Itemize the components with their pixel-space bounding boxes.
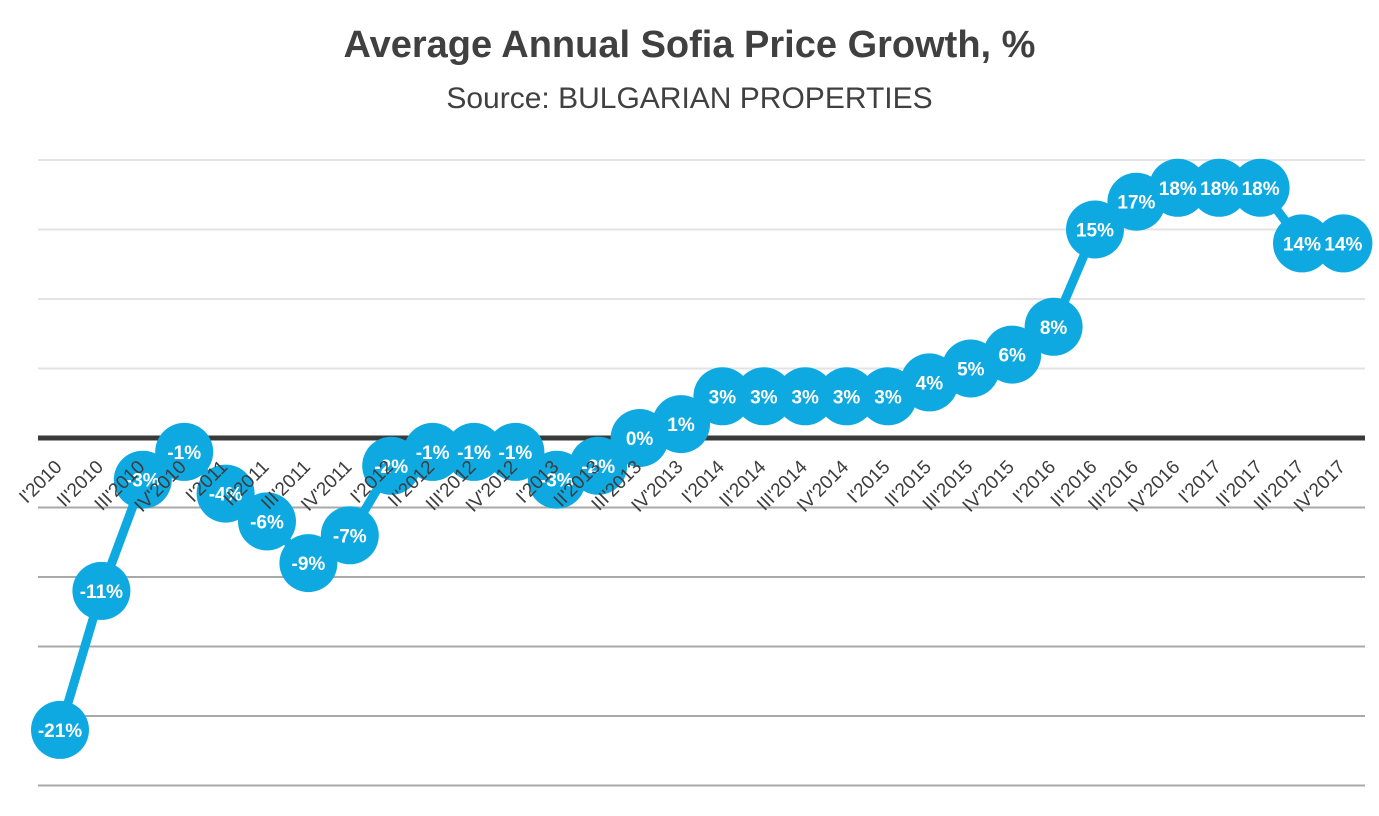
data-point-marker: [734, 367, 793, 426]
data-point-label: -9%: [292, 554, 326, 575]
data-point-marker: [983, 325, 1042, 384]
data-point-marker: [1231, 158, 1290, 217]
data-point-marker: [238, 492, 296, 551]
data-point-marker: [403, 422, 462, 481]
data-point-label: 3%: [833, 387, 861, 408]
data-point-marker: [155, 422, 214, 481]
data-point-label: -2%: [581, 457, 615, 478]
data-point-label: 15%: [1076, 221, 1114, 242]
data-point-marker: [31, 700, 89, 759]
data-point-marker: [693, 367, 752, 426]
data-point-label: -1%: [499, 443, 533, 464]
data-point-label: -21%: [38, 721, 82, 742]
data-point-marker: [320, 506, 379, 565]
data-point-marker: [1273, 214, 1331, 273]
series-line: [55, 183, 1348, 735]
data-point-marker: [652, 395, 710, 454]
data-point-label: 3%: [791, 387, 819, 408]
data-point-marker: [1148, 158, 1207, 217]
data-point-label: 8%: [1040, 318, 1068, 339]
data-point-label: 1%: [667, 415, 695, 436]
data-point-label: 14%: [1283, 234, 1321, 255]
data-point-marker: [196, 464, 255, 523]
data-point-marker: [1066, 200, 1124, 259]
data-point-label: 4%: [916, 373, 944, 394]
data-point-label: 18%: [1159, 179, 1197, 200]
data-point-label: 6%: [998, 346, 1026, 367]
data-point-label: -1%: [457, 443, 491, 464]
data-point-label: -3%: [126, 471, 160, 492]
data-point-label: -11%: [80, 582, 123, 603]
data-point-label: -3%: [540, 471, 574, 492]
data-point-marker: [1314, 214, 1373, 273]
chart-subtitle: Source: BULGARIAN PROPERTIES: [446, 82, 933, 115]
data-point-marker: [776, 367, 835, 426]
data-point-label: -7%: [333, 526, 367, 547]
data-point-marker: [279, 534, 338, 593]
data-point-label: 3%: [750, 387, 778, 408]
data-point-label: -2%: [374, 457, 408, 478]
data-point-label: 18%: [1200, 179, 1238, 200]
data-point-label: -1%: [167, 443, 201, 464]
data-point-label: -6%: [250, 512, 284, 533]
data-point-label: -1%: [416, 443, 450, 464]
data-point-label: 17%: [1117, 193, 1155, 214]
data-point-marker: [817, 367, 876, 426]
data-point-label: 14%: [1324, 234, 1362, 255]
data-point-marker: [569, 436, 628, 495]
data-point-label: 3%: [874, 387, 902, 408]
data-point-marker: [1024, 297, 1083, 356]
data-point-label: 18%: [1242, 179, 1280, 200]
data-point-marker: [486, 422, 545, 481]
data-point-label: -4%: [209, 485, 243, 506]
data-point-label: 5%: [957, 360, 985, 381]
data-point-label: 3%: [709, 387, 737, 408]
data-point-marker: [1190, 158, 1249, 217]
data-point-label: 0%: [626, 429, 654, 450]
data-point-marker: [445, 422, 503, 481]
data-point-marker: [113, 450, 172, 509]
chart-title: Average Annual Sofia Price Growth, %: [343, 24, 1036, 66]
data-point-marker: [72, 561, 131, 620]
